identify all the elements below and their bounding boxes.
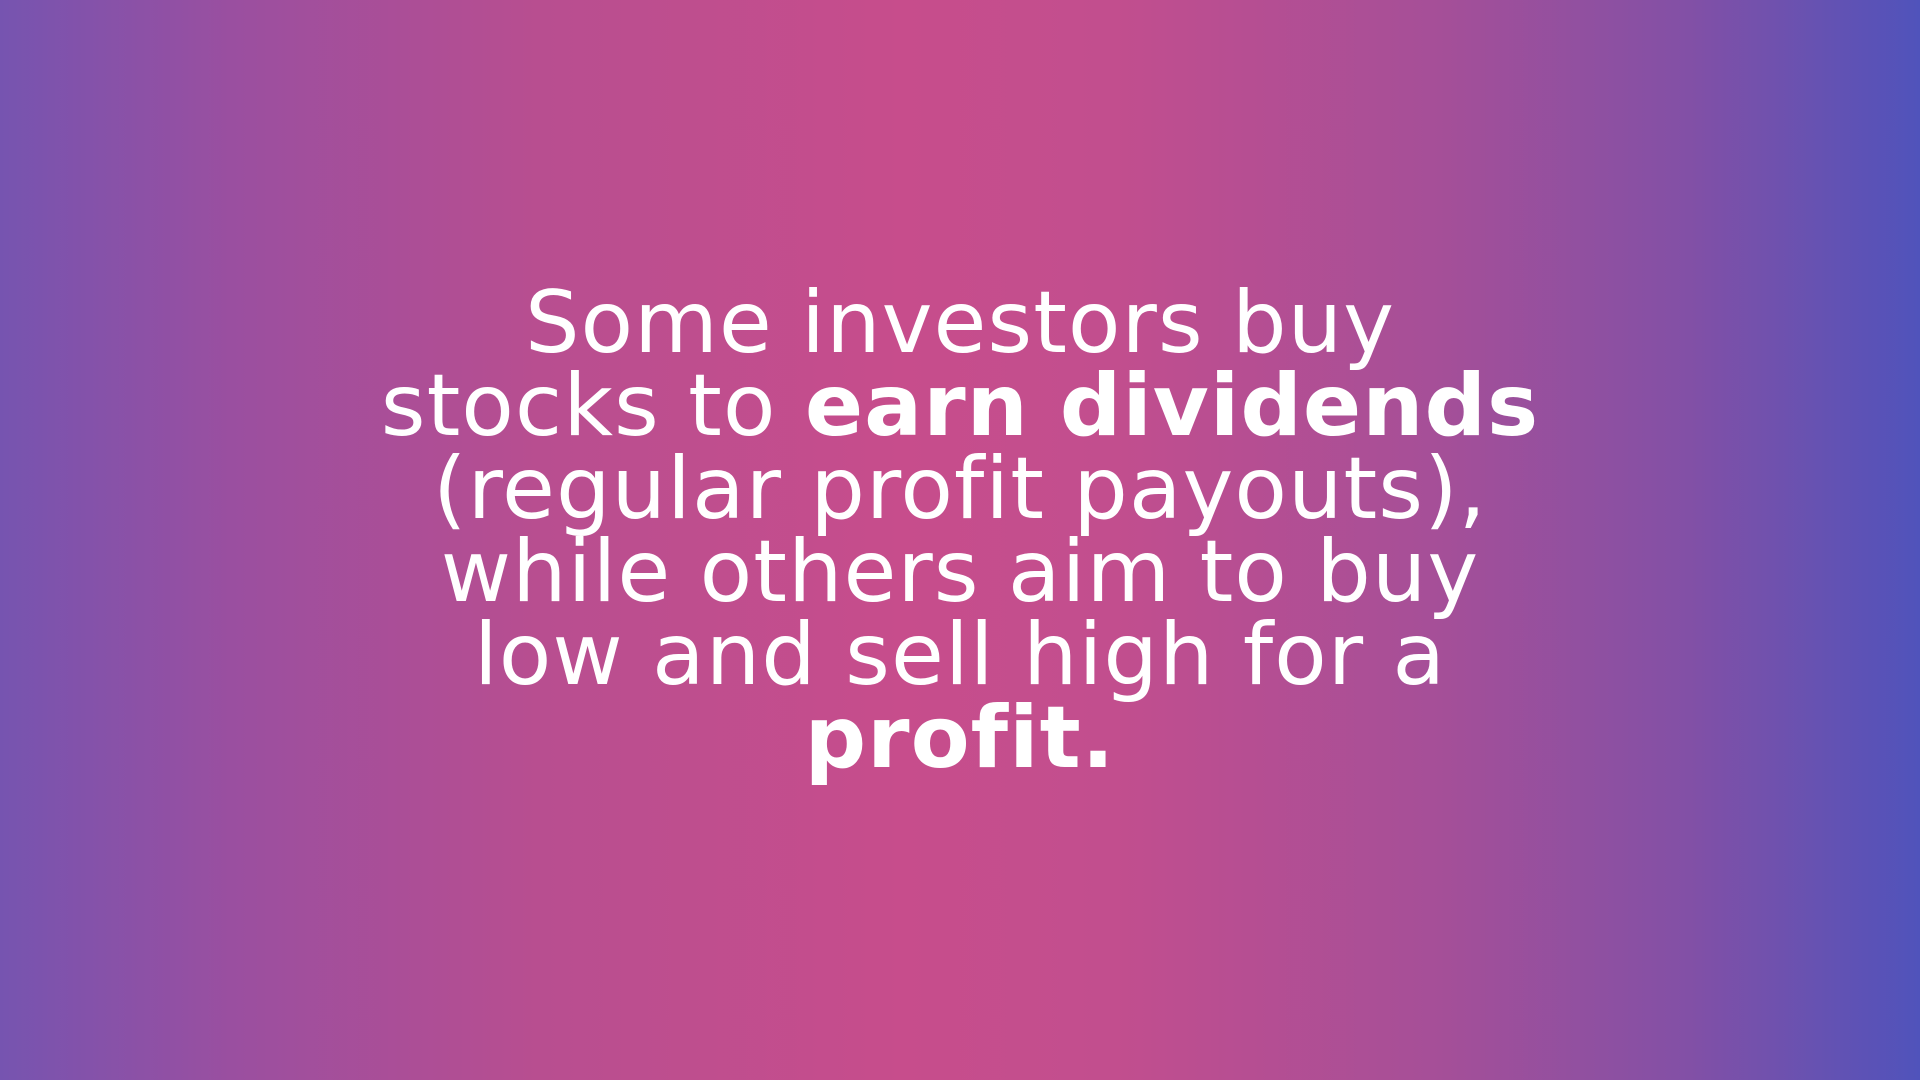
quote-line-1: Some investors buy xyxy=(0,280,1920,366)
quote-line-3-text: (regular profit payouts), xyxy=(433,439,1487,539)
quote-text: Some investors buy stocks to earn divide… xyxy=(0,280,1920,781)
quote-line-2-text: stocks to xyxy=(380,356,805,456)
quote-line-1-text: Some investors buy xyxy=(524,273,1396,373)
quote-line-4: while others aim to buy xyxy=(0,529,1920,615)
quote-line-5-text: low and sell high for a xyxy=(473,605,1447,705)
quote-line-6: profit. xyxy=(0,695,1920,781)
emphasis-earn-dividends: earn dividends xyxy=(804,356,1540,456)
emphasis-profit: profit. xyxy=(804,688,1116,788)
quote-line-4-text: while others aim to buy xyxy=(440,522,1480,622)
quote-line-3: (regular profit payouts), xyxy=(0,446,1920,532)
quote-line-2: stocks to earn dividends xyxy=(0,363,1920,449)
quote-line-5: low and sell high for a xyxy=(0,612,1920,698)
